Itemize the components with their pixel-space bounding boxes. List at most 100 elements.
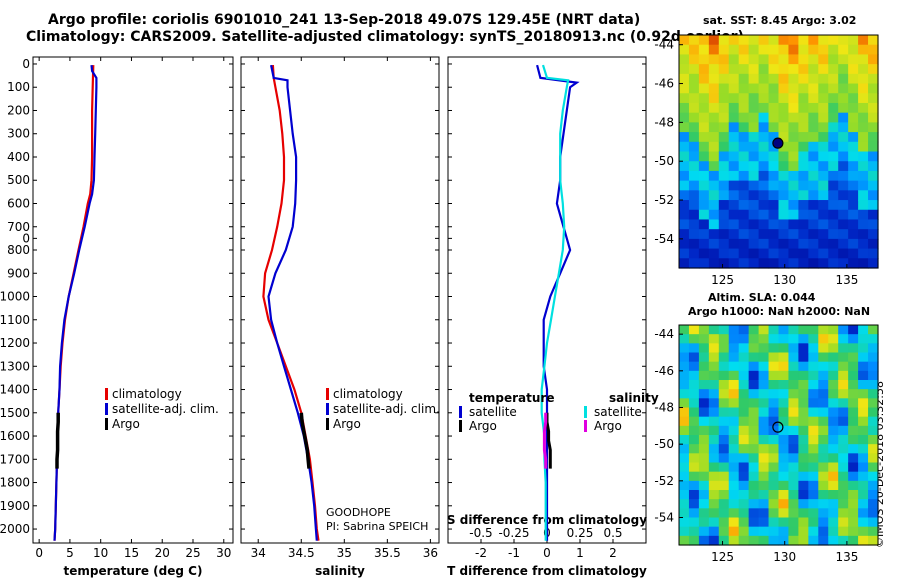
map-cell <box>838 54 849 65</box>
map-cell <box>838 435 849 445</box>
map-cell <box>838 462 849 473</box>
map-cell <box>708 325 720 335</box>
map-cell <box>798 334 809 344</box>
map-cell <box>738 73 750 85</box>
map-cell <box>848 93 859 104</box>
map-cell <box>838 370 849 381</box>
map-cell <box>778 238 790 250</box>
map-cell <box>768 161 780 172</box>
map-cell <box>788 180 799 191</box>
map-cell <box>748 398 760 409</box>
map-cell <box>758 161 770 172</box>
map-cell <box>828 122 839 133</box>
map-cell <box>858 83 869 94</box>
map-cell <box>688 209 700 221</box>
map-cell <box>778 190 790 201</box>
map-cell <box>828 471 839 482</box>
x-tick-label: 30 <box>216 546 231 560</box>
map-cell <box>858 44 869 56</box>
map-cell <box>848 480 859 491</box>
map-cell <box>688 490 700 500</box>
map-cell <box>679 44 690 56</box>
map-cell <box>808 471 819 482</box>
map-cell <box>679 141 690 153</box>
map-cell <box>738 343 750 354</box>
map-cell <box>738 370 750 381</box>
map-cell <box>728 35 740 46</box>
map-cell <box>858 462 869 473</box>
map-cell <box>698 462 710 473</box>
map-cell <box>778 54 790 65</box>
map-cell <box>818 132 829 143</box>
map-cell <box>778 180 790 191</box>
map-cell <box>828 334 839 344</box>
map-cell <box>858 35 869 46</box>
map-cell <box>848 229 859 240</box>
map-cell <box>718 151 730 162</box>
map-cell <box>698 180 710 191</box>
map-cell <box>848 416 859 427</box>
map-cell <box>818 180 829 191</box>
map-cell <box>718 229 730 240</box>
map-cell <box>708 248 720 259</box>
map-cell <box>868 44 879 56</box>
map-cell <box>768 398 780 409</box>
x-tick-label: 20 <box>155 546 170 560</box>
map-cell <box>808 102 819 114</box>
map-cell <box>698 200 710 211</box>
map-cell <box>838 380 849 390</box>
map-cell <box>679 132 690 143</box>
map-cell <box>828 407 839 418</box>
map-cell <box>748 35 760 46</box>
map-cell <box>708 380 720 390</box>
map-frame <box>678 34 879 269</box>
map-cell <box>778 209 790 221</box>
map-cell <box>858 64 869 75</box>
map-cell <box>838 73 849 85</box>
map-cell <box>848 64 859 75</box>
map-cell <box>848 180 859 191</box>
map-cell <box>718 64 730 75</box>
map-cell <box>748 161 760 172</box>
map-cell <box>818 151 829 162</box>
map-cell <box>778 151 790 162</box>
map-cell <box>738 151 750 162</box>
legend-title-temperature: temperature <box>469 391 554 405</box>
depth-tick-label: 800 <box>7 243 30 257</box>
panel-frame <box>240 56 440 544</box>
map-cell <box>679 425 690 436</box>
map-cell <box>788 526 799 537</box>
map-cell <box>718 480 730 491</box>
map-x-tick-label: 135 <box>835 550 858 564</box>
map-cell <box>778 343 790 354</box>
map-cell <box>679 219 690 230</box>
map-cell <box>788 200 799 211</box>
map-cell <box>698 352 710 363</box>
map-cell <box>728 462 740 473</box>
map-cell <box>778 161 790 172</box>
map-cell <box>798 389 809 399</box>
map-cell <box>688 248 700 259</box>
map-cell <box>808 258 819 269</box>
map-cell <box>708 334 720 344</box>
map-cell <box>748 334 760 344</box>
x-tick-label: -1 <box>508 546 520 560</box>
map-cell <box>768 407 780 418</box>
map-cell <box>808 238 819 250</box>
map-cell <box>748 471 760 482</box>
map-cell <box>808 190 819 201</box>
map-cell <box>858 122 869 133</box>
legend-label: satellite-adj. clim. <box>333 402 440 416</box>
map-cell <box>828 425 839 436</box>
map-cell <box>688 83 700 94</box>
map-cell <box>708 54 720 65</box>
credit-project: GOODHOPE <box>326 506 391 519</box>
map-cell <box>828 325 839 335</box>
map-cell <box>838 83 849 94</box>
map-cell <box>748 64 760 75</box>
map-cell <box>708 180 720 191</box>
map-cell <box>738 499 750 509</box>
map-cell <box>798 517 809 528</box>
map-cell <box>818 462 829 473</box>
map-cell <box>778 112 790 123</box>
